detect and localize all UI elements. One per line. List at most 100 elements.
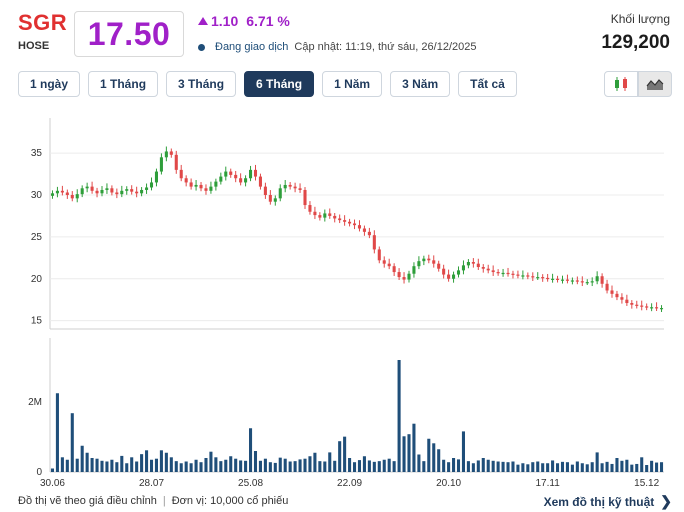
volume-bar xyxy=(278,457,282,472)
volume-bar xyxy=(546,463,550,472)
candle xyxy=(204,184,208,195)
candle xyxy=(149,177,154,191)
volume-bar xyxy=(149,459,154,472)
tab-1-year[interactable]: 1 Năm xyxy=(322,71,383,97)
candlestick-icon xyxy=(615,77,627,91)
volume-bar xyxy=(343,436,347,472)
tab-all[interactable]: Tất cả xyxy=(458,71,517,97)
candle xyxy=(164,146,168,162)
date-tick-label: 20.10 xyxy=(436,478,461,489)
candle-body xyxy=(595,276,599,282)
tab-6-months[interactable]: 6 Tháng xyxy=(244,71,315,97)
candle xyxy=(511,270,515,279)
volume-bar xyxy=(179,463,183,472)
candle-body xyxy=(466,262,470,266)
area-chart-button[interactable] xyxy=(638,71,672,97)
volume-bar xyxy=(466,461,470,472)
date-tick-label: 25.08 xyxy=(238,478,263,489)
candle-body xyxy=(486,268,490,271)
candle-body xyxy=(640,305,644,307)
volume-bar xyxy=(437,449,441,472)
candle xyxy=(546,273,550,282)
candle-body xyxy=(328,213,332,216)
volume-bar xyxy=(655,462,659,472)
area-chart-icon xyxy=(646,79,664,90)
candle-body xyxy=(635,304,639,306)
candle xyxy=(85,182,89,193)
candle xyxy=(120,185,124,198)
volume-bar xyxy=(174,461,178,472)
current-price: 17.50 xyxy=(87,15,171,52)
tab-1-day[interactable]: 1 ngày xyxy=(18,71,81,97)
volume-bar xyxy=(407,434,411,472)
volume-bar xyxy=(531,462,535,472)
volume-bar xyxy=(432,443,436,472)
volume-bar xyxy=(367,460,371,472)
volume-bar xyxy=(476,460,480,472)
volume-bar xyxy=(100,460,104,472)
volume-bar xyxy=(620,460,624,472)
candle xyxy=(145,183,149,194)
candle-body xyxy=(392,266,396,273)
candle-body xyxy=(536,277,540,279)
candle-body xyxy=(110,188,114,193)
candle-body xyxy=(521,275,525,277)
candle-body xyxy=(422,258,426,262)
tab-3-years[interactable]: 3 Năm xyxy=(390,71,451,97)
exchange-label: HOSE xyxy=(18,40,50,52)
candle xyxy=(169,148,173,158)
price-tick-label: 15 xyxy=(31,316,43,327)
candle-body xyxy=(437,263,441,269)
candle xyxy=(70,191,74,202)
date-tick-label: 15.12 xyxy=(634,478,659,489)
volume-bar xyxy=(615,458,619,472)
volume-bar xyxy=(382,459,386,472)
candle-body xyxy=(447,274,451,279)
candle-body xyxy=(298,188,302,190)
candle-body xyxy=(402,277,406,280)
technical-chart-link-label: Xem đồ thị kỹ thuật xyxy=(543,494,655,509)
candle-body xyxy=(506,272,510,275)
candle xyxy=(635,300,639,309)
volume-bar xyxy=(486,459,490,472)
candlestick-button[interactable] xyxy=(604,71,638,97)
candle-body xyxy=(55,190,59,194)
candle xyxy=(249,165,253,182)
candle-body xyxy=(456,270,461,275)
volume-bar xyxy=(75,458,79,472)
technical-chart-link[interactable]: Xem đồ thị kỹ thuật ❯ xyxy=(544,493,672,510)
candle xyxy=(491,265,495,276)
candle-body xyxy=(140,189,144,194)
volume-bar xyxy=(263,458,267,472)
candle-body xyxy=(283,184,287,189)
candle xyxy=(377,246,381,264)
volume-bar xyxy=(110,459,114,472)
change-value: 1.10 xyxy=(211,13,239,29)
candle-body xyxy=(135,191,139,194)
candle xyxy=(645,303,649,311)
candle-body xyxy=(219,176,223,182)
candle xyxy=(135,186,139,198)
change-percent: 6.71 % xyxy=(246,13,290,29)
candle xyxy=(536,272,540,281)
candle xyxy=(551,273,555,283)
volume-bar xyxy=(115,462,119,472)
candle-body xyxy=(650,307,654,309)
tab-1-month[interactable]: 1 Tháng xyxy=(88,71,159,97)
volume-tick-label: 2M xyxy=(28,397,42,408)
candle-body xyxy=(308,205,312,212)
volume-bar xyxy=(645,465,649,472)
candle-body xyxy=(65,192,69,195)
candle-body xyxy=(541,277,545,279)
candle xyxy=(427,254,431,264)
candle xyxy=(407,270,411,283)
volume-bar xyxy=(536,461,540,472)
candle xyxy=(154,168,158,187)
candle-body xyxy=(501,272,505,275)
volume-bar xyxy=(70,413,74,472)
volume-bar xyxy=(506,462,510,472)
candle-body xyxy=(659,308,664,310)
unit-note: Đơn vị: 10,000 cổ phiếu xyxy=(171,495,289,507)
volume-bar xyxy=(85,452,89,472)
tab-3-months[interactable]: 3 Tháng xyxy=(166,71,237,97)
